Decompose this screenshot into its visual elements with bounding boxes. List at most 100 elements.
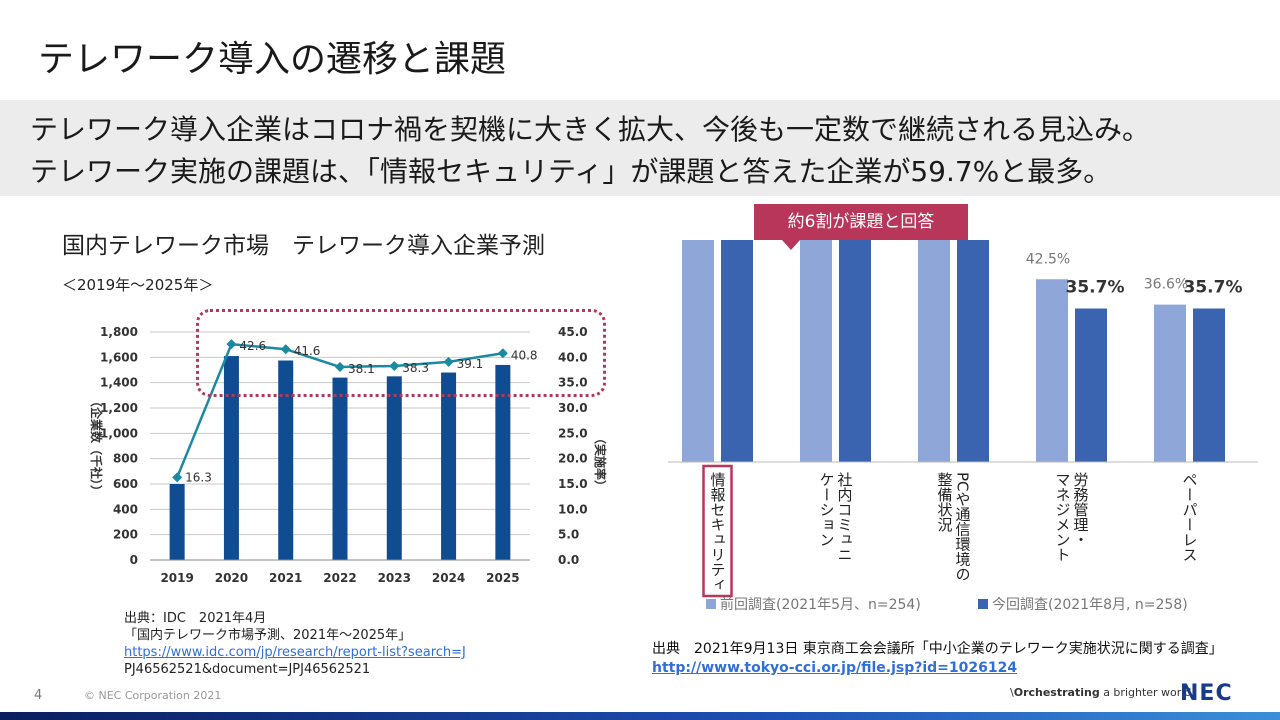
rate-point (280, 344, 291, 355)
rate-data-label: 40.8 (511, 348, 538, 362)
highlight-category-frame (702, 464, 733, 598)
category-label: 情報セキュリティ (709, 472, 727, 592)
bar-previous (1036, 279, 1068, 462)
y-tick-label: 1,000 (100, 426, 138, 440)
legend-swatch-current (978, 599, 988, 609)
left-source-line-2: 「国内テレワーク市場予測、2021年～2025年」 (124, 628, 412, 643)
rate-point (497, 348, 508, 359)
legend-swatch-previous (706, 599, 716, 609)
bar (278, 360, 294, 560)
bar-current (839, 240, 871, 462)
y2-tick-label: 35.0 (558, 376, 588, 390)
bar (332, 377, 348, 560)
y-tick-label: 1,800 (100, 325, 138, 339)
y-tick-label: 0 (130, 553, 138, 567)
left-source-line-1: 出典：IDC 2021年4月 (124, 611, 267, 626)
current-data-label: 35.7% (1066, 277, 1125, 297)
y2-tick-label: 15.0 (558, 477, 588, 491)
tagline: \Orchestrating a brighter world (1010, 686, 1192, 699)
nec-logo: NEC (1180, 681, 1233, 706)
left-chart: 0 200 400 600 800 1,000 1,200 1,400 1,600 1,800 0.… (89, 325, 608, 585)
category-label: 整備状況 (936, 472, 954, 533)
previous-data-label: 36.6% (1144, 277, 1188, 293)
y-tick-label: 1,200 (100, 401, 138, 415)
bar (223, 356, 239, 560)
y2-tick-label: 20.0 (558, 452, 588, 466)
category-label: PCや通信環境の (954, 472, 972, 582)
page-title: テレワーク導入の遷移と課題 (38, 39, 507, 80)
page-number: 4 (34, 688, 43, 703)
rate-point (226, 339, 237, 350)
x-tick-label: 2020 (215, 571, 248, 585)
right-chart: 56.7%59.7%情報セキュリティ55.9%58.1%社内コミュニケーション5… (668, 240, 1258, 613)
left-source-line-4: PJ46562521&document=JPJ46562521 (124, 662, 371, 677)
bar (386, 376, 402, 560)
bar (169, 484, 185, 560)
summary-banner: テレワーク導入企業はコロナ禍を契機に大きく拡大、今後も一定数で継続される見込み。… (0, 100, 1280, 196)
bar-current (957, 240, 989, 462)
bar-current (721, 240, 753, 462)
bar-previous (918, 240, 950, 462)
rate-data-label: 41.6 (294, 344, 321, 358)
y-tick-label: 400 (113, 502, 138, 516)
summary-line-2: テレワーク実施の課題は、「情報セキュリティ」が課題と答えた企業が59.7%と最多… (30, 155, 1112, 188)
y-axis-label: （企業数（千社）） (89, 395, 104, 497)
bar-previous (1154, 304, 1186, 462)
rate-data-label: 16.3 (185, 470, 212, 484)
rate-data-label: 42.6 (239, 339, 266, 353)
current-data-label: 35.7% (1184, 277, 1243, 297)
left-chart-source: 出典：IDC 2021年4月 「国内テレワーク市場予測、2021年～2025年」… (124, 610, 466, 678)
summary-line-1: テレワーク導入企業はコロナ禍を契機に大きく拡大、今後も一定数で継続される見込み。 (30, 113, 1151, 146)
rate-data-label: 38.1 (348, 362, 375, 376)
rate-point (335, 361, 345, 372)
y2-axis-label: （実施率） (593, 432, 608, 492)
highlight-dotted-frame (196, 309, 606, 397)
legend-label-previous: 前回調査(2021年5月、n=254) (720, 596, 921, 613)
x-tick-label: 2024 (432, 571, 465, 585)
right-source-line-1: 出典 2021年9月13日 東京商工会会議所「中小企業のテレワーク実施状況に関す… (652, 641, 1223, 657)
y-tick-label: 1,600 (100, 350, 138, 364)
x-tick-label: 2025 (486, 571, 519, 585)
x-tick-label: 2021 (269, 571, 302, 585)
left-chart-heading: 国内テレワーク市場 テレワーク導入企業予測 (62, 233, 545, 259)
rate-point (443, 356, 454, 367)
bottom-gradient-bar (0, 712, 1280, 720)
right-chart-source: 出典 2021年9月13日 東京商工会会議所「中小企業のテレワーク実施状況に関す… (652, 640, 1223, 678)
y2-tick-label: 5.0 (558, 528, 579, 542)
bar (495, 364, 511, 560)
category-label: ケーション (818, 472, 836, 547)
bar-current (1075, 308, 1107, 462)
x-tick-label: 2023 (378, 571, 411, 585)
bar-previous (682, 240, 714, 462)
y2-tick-label: 45.0 (558, 325, 588, 339)
y-tick-label: 800 (113, 452, 138, 466)
category-label: マネジメント (1054, 472, 1072, 562)
bar (441, 372, 457, 560)
y2-tick-label: 25.0 (558, 426, 588, 440)
rate-data-label: 39.1 (457, 357, 484, 371)
y2-tick-label: 40.0 (558, 350, 588, 364)
previous-data-label: 42.5% (1026, 251, 1070, 267)
left-chart-subheading: ＜2019年～2025年＞ (62, 276, 214, 294)
rate-data-label: 38.3 (402, 361, 429, 375)
copyright: © NEC Corporation 2021 (84, 689, 222, 702)
category-label: 社内コミュニ (836, 472, 854, 562)
category-label: 労務管理・ (1072, 472, 1090, 547)
y-tick-label: 200 (113, 528, 138, 542)
y-tick-label: 1,400 (100, 376, 138, 390)
bar-previous (800, 240, 832, 462)
x-tick-label: 2019 (160, 571, 193, 585)
callout-label: 約6割が課題と回答 (754, 204, 968, 250)
y2-tick-label: 10.0 (558, 502, 588, 516)
y-tick-label: 600 (113, 477, 138, 491)
x-tick-label: 2022 (323, 571, 356, 585)
rate-point (389, 360, 400, 371)
y2-tick-label: 30.0 (558, 401, 588, 415)
bar-current (1193, 308, 1225, 462)
left-source-link[interactable]: https://www.idc.com/jp/research/report-l… (124, 645, 466, 660)
right-source-link[interactable]: http://www.tokyo-cci.or.jp/file.jsp?id=1… (652, 660, 1018, 676)
y2-tick-label: 0.0 (558, 553, 579, 567)
legend-label-current: 今回調査(2021年8月, n=258) (992, 597, 1188, 613)
rate-point (172, 472, 183, 483)
category-label: ペーパーレス (1181, 472, 1199, 562)
